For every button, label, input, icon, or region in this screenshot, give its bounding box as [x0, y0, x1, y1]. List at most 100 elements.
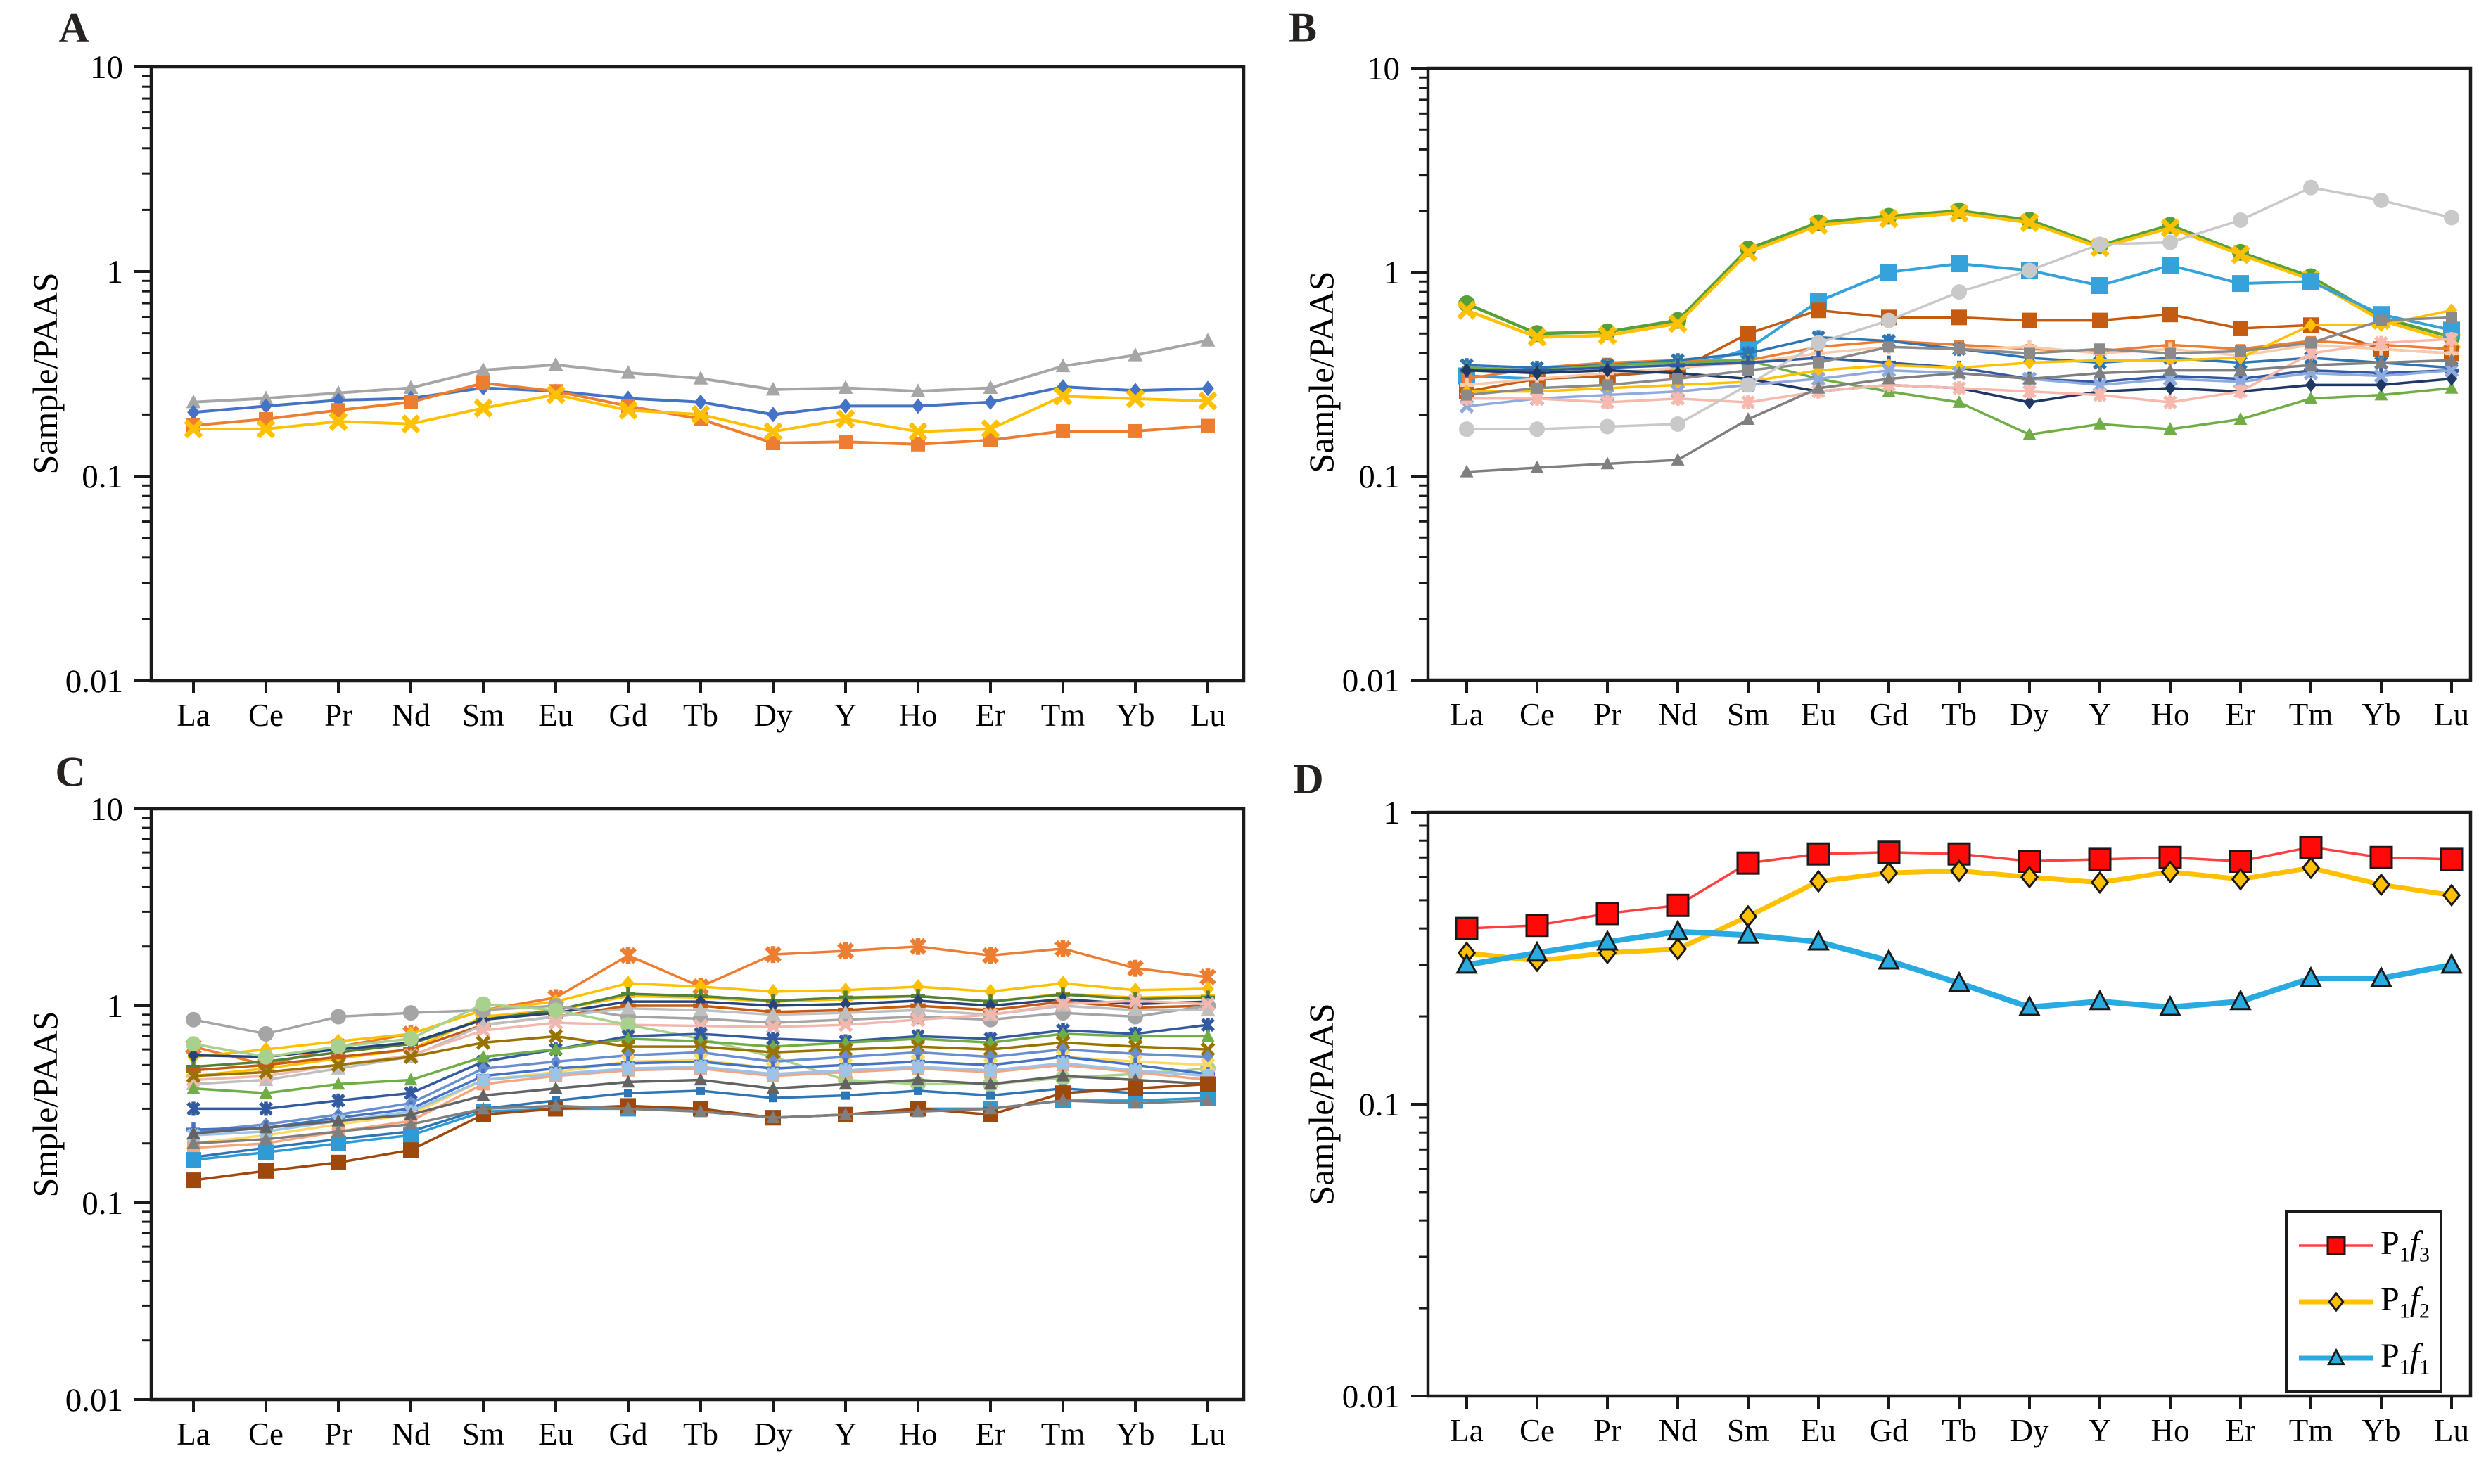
panel-letter-d: D [1293, 755, 1324, 802]
y-axis-title-d: Sample/PAAS [1301, 1003, 1341, 1205]
x-tick-label: Ce [1519, 697, 1555, 732]
x-tick-label: Yb [2362, 697, 2401, 732]
series-gray-bottom-triangle [186, 1093, 1215, 1149]
panel-letter-c: C [55, 748, 86, 795]
x-tick-label: La [177, 698, 210, 733]
x-tick-label: Tb [683, 698, 718, 733]
x-tick-label: La [1450, 697, 1483, 732]
x-tick-label: Lu [2434, 697, 2469, 732]
x-tick-label: Nd [392, 698, 431, 733]
panel-d-plot: 1 0.1 0.01 La Ce Pr Nd Sm Eu Gd Tb Dy Y Ho Er Tm Yb Lu [1342, 795, 2473, 1448]
x-tick-label: Y [2089, 697, 2112, 732]
series-lightgray-circle [1459, 179, 2459, 437]
x-tick-label: Yb [1116, 1416, 1155, 1452]
x-tick-label: La [1450, 1413, 1483, 1448]
panel-a-x-axis: La Ce Pr Nd Sm Eu Gd Tb Dy Y Ho Er Tm Yb Lu [177, 681, 1225, 733]
y-axis-title-b: Sample/PAAS [1301, 271, 1341, 473]
y-tick-label: 0.01 [65, 663, 123, 700]
panel-b-plot: 10 1 0.1 0.01 La Ce Pr Nd Sm Eu Gd Tb Dy Y Ho Er Tm Yb Lu [1342, 51, 2473, 732]
x-tick-label: Er [2226, 1413, 2255, 1448]
series-P1f2-gold-diamond [1457, 856, 2461, 973]
panel-a-y-axis: 10 1 0.1 0.01 [65, 49, 151, 700]
x-tick-label: Pr [324, 698, 352, 733]
x-tick-label: Y [834, 698, 858, 733]
x-tick-label: Ho [899, 1416, 938, 1452]
legend-marker-square-icon [2299, 1236, 2373, 1255]
y-tick-label: 0.01 [1342, 1379, 1400, 1415]
y-tick-label: 0.1 [82, 1185, 123, 1222]
series-yellow-x [184, 385, 1218, 442]
y-tick-label: 0.1 [1358, 1087, 1400, 1123]
x-tick-label: Sm [462, 1416, 504, 1452]
x-tick-label: Nd [1659, 697, 1697, 732]
y-tick-label: 0.01 [65, 1382, 123, 1419]
x-tick-label: Gd [609, 1416, 648, 1452]
series-P1f3-red-square [1455, 835, 2464, 940]
x-tick-label: Dy [2010, 1413, 2049, 1448]
legend-marker-triangle-icon [2299, 1348, 2373, 1366]
legend-box: P1f3 P1f2 P1f1 [2285, 1210, 2442, 1393]
panel-a-plot: 10 1 0.1 0.01 La Ce Pr Nd Sm Eu Gd Tb Dy Y Ho Er Tm Yb Lu [65, 49, 1246, 733]
x-tick-label: Dy [754, 1416, 793, 1452]
x-tick-label: Sm [1727, 697, 1769, 732]
x-tick-label: Pr [1593, 1413, 1621, 1448]
panel-c-plot: 10 1 0.1 0.01 La Ce Pr Nd Sm Eu Gd Tb Dy Y Ho Er Tm Yb Lu [65, 791, 1246, 1452]
panel-letter-b: B [1288, 4, 1318, 51]
x-tick-label: Nd [1659, 1413, 1697, 1448]
x-tick-label: Sm [462, 698, 504, 733]
panel-c-y-axis: 10 1 0.1 0.01 [65, 791, 151, 1419]
x-tick-label: Sm [1727, 1413, 1769, 1448]
x-tick-label: Eu [538, 1416, 573, 1452]
x-tick-label: Dy [2010, 697, 2049, 732]
legend-entry-2: P1f2 [2288, 1280, 2440, 1324]
series-gold-x [1457, 203, 2461, 351]
y-axis-title-c: Smple/PAAS [25, 1011, 65, 1198]
x-tick-label: Yb [2362, 1413, 2401, 1448]
x-tick-label: Yb [1116, 698, 1155, 733]
x-tick-label: Y [2089, 1413, 2112, 1448]
legend-marker-diamond-icon [2299, 1291, 2373, 1312]
x-tick-label: Tb [683, 1416, 718, 1452]
x-tick-label: Tb [1942, 1413, 1977, 1448]
x-tick-label: Er [976, 1416, 1005, 1452]
panel-c-x-axis: La Ce Pr Nd Sm Eu Gd Tb Dy Y Ho Er Tm Yb Lu [177, 1400, 1225, 1452]
series-darkgray-triangle [1460, 353, 2459, 478]
panel-b-y-axis: 10 1 0.1 0.01 [1342, 51, 1428, 699]
legend-label: P1f2 [2381, 1281, 2430, 1323]
x-tick-label: Tm [2289, 697, 2333, 732]
x-tick-label: Lu [1190, 698, 1225, 733]
x-tick-label: Gd [1870, 1413, 1908, 1448]
panel-b-x-axis: La Ce Pr Nd Sm Eu Gd Tb Dy Y Ho Er Tm Yb Lu [1450, 680, 2469, 732]
x-tick-label: Ho [899, 698, 938, 733]
x-tick-label: Eu [538, 698, 573, 733]
x-tick-label: Y [834, 1416, 858, 1452]
x-tick-label: Lu [1190, 1416, 1225, 1452]
legend-label: P1f3 [2381, 1224, 2430, 1267]
x-tick-label: Gd [609, 698, 648, 733]
x-tick-label: Tb [1942, 697, 1977, 732]
x-tick-label: Eu [1801, 697, 1836, 732]
y-tick-label: 0.1 [82, 459, 123, 495]
series-P1f1-blue-triangle [1455, 919, 2463, 1016]
y-tick-label: 10 [1367, 51, 1400, 87]
panel-d-y-axis: 1 0.1 0.01 [1342, 795, 1428, 1415]
y-tick-label: 0.01 [1342, 663, 1400, 699]
legend-label: P1f1 [2381, 1337, 2430, 1379]
x-tick-label: La [177, 1416, 210, 1452]
x-tick-label: Nd [392, 1416, 431, 1452]
series-gray-triangle [186, 333, 1216, 409]
x-tick-label: Gd [1870, 697, 1908, 732]
x-tick-label: Tm [2289, 1413, 2333, 1448]
x-tick-label: Ce [1519, 1413, 1555, 1448]
y-tick-label: 1 [107, 254, 124, 290]
y-tick-label: 1 [107, 988, 124, 1025]
legend-entry-3: P1f3 [2288, 1224, 2440, 1267]
x-tick-label: Er [2226, 697, 2255, 732]
y-tick-label: 1 [1384, 795, 1401, 831]
x-tick-label: Pr [324, 1416, 352, 1452]
x-tick-label: Ce [248, 698, 283, 733]
x-tick-label: Tm [1041, 698, 1085, 733]
x-tick-label: Ce [248, 1416, 283, 1452]
